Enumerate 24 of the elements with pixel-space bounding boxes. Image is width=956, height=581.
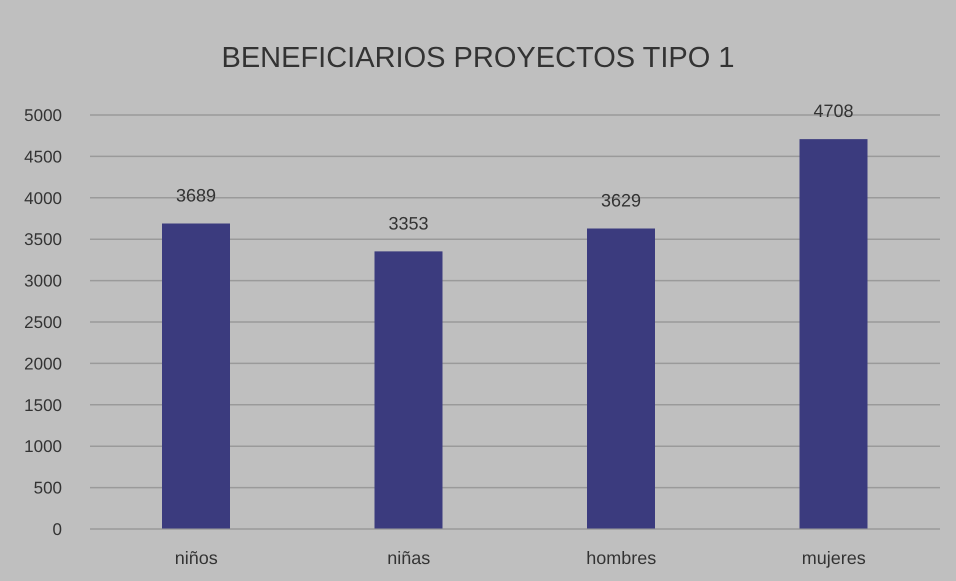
- y-tick-label: 1500: [24, 396, 62, 415]
- data-label: 3629: [600, 190, 642, 211]
- y-tick-label: 1000: [24, 437, 62, 456]
- bar: [587, 228, 655, 529]
- bar: [374, 251, 442, 529]
- y-tick-label: 5000: [24, 106, 62, 126]
- y-tick-label: 3500: [24, 230, 62, 250]
- bar: [162, 224, 230, 529]
- y-tick-label: 2500: [24, 313, 62, 332]
- y-tick-label: 2000: [24, 354, 62, 374]
- x-tick-label: niñas: [387, 548, 430, 568]
- y-tick-label: 500: [34, 478, 62, 498]
- data-label: 3689: [176, 186, 216, 206]
- y-tick-label: 4500: [24, 147, 62, 166]
- y-tick-label: 3000: [24, 272, 62, 291]
- y-tick-label: 0: [52, 520, 62, 540]
- chart-title: BENEFICIARIOS PROYECTOS TIPO 1: [220, 42, 736, 75]
- y-tick-label: 4000: [24, 188, 62, 208]
- x-tick-label: niños: [174, 548, 218, 568]
- data-label: 4708: [813, 101, 854, 122]
- data-label: 3353: [388, 213, 429, 234]
- bar: [800, 139, 868, 529]
- x-tick-label: mujeres: [802, 548, 866, 568]
- x-tick-label: hombres: [586, 548, 656, 568]
